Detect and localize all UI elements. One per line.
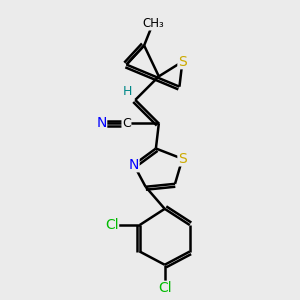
Text: S: S — [178, 152, 187, 166]
Text: Cl: Cl — [105, 218, 119, 232]
Text: CH₃: CH₃ — [142, 17, 164, 30]
Text: N: N — [96, 116, 106, 130]
Text: C: C — [122, 117, 131, 130]
Text: N: N — [129, 158, 139, 172]
Text: Cl: Cl — [158, 281, 172, 295]
Text: H: H — [123, 85, 133, 98]
Text: S: S — [178, 55, 187, 69]
